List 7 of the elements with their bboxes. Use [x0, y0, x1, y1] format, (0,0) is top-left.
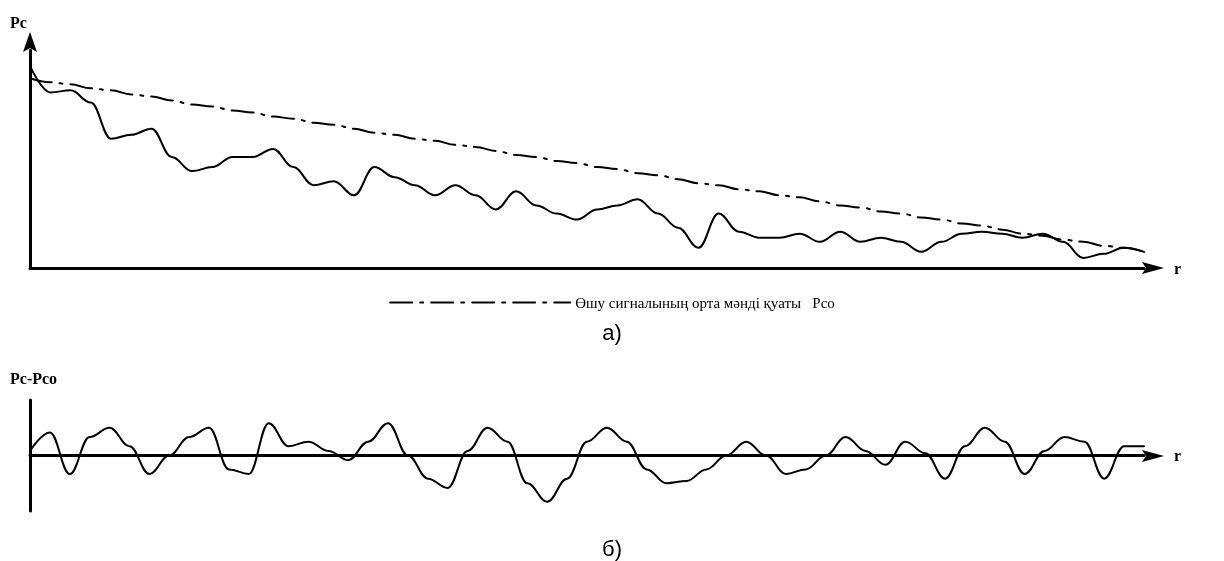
y-axis-title: Pc — [10, 13, 27, 31]
x-axis-title: r — [1174, 259, 1182, 277]
text: б) — [602, 535, 622, 561]
text: Өшу сигналының орта мәнді қуаты Pco — [575, 294, 835, 311]
text: а) — [602, 319, 622, 345]
y-axis-title: Pc-Pco — [10, 369, 58, 387]
x-axis-title: r — [1174, 447, 1182, 464]
